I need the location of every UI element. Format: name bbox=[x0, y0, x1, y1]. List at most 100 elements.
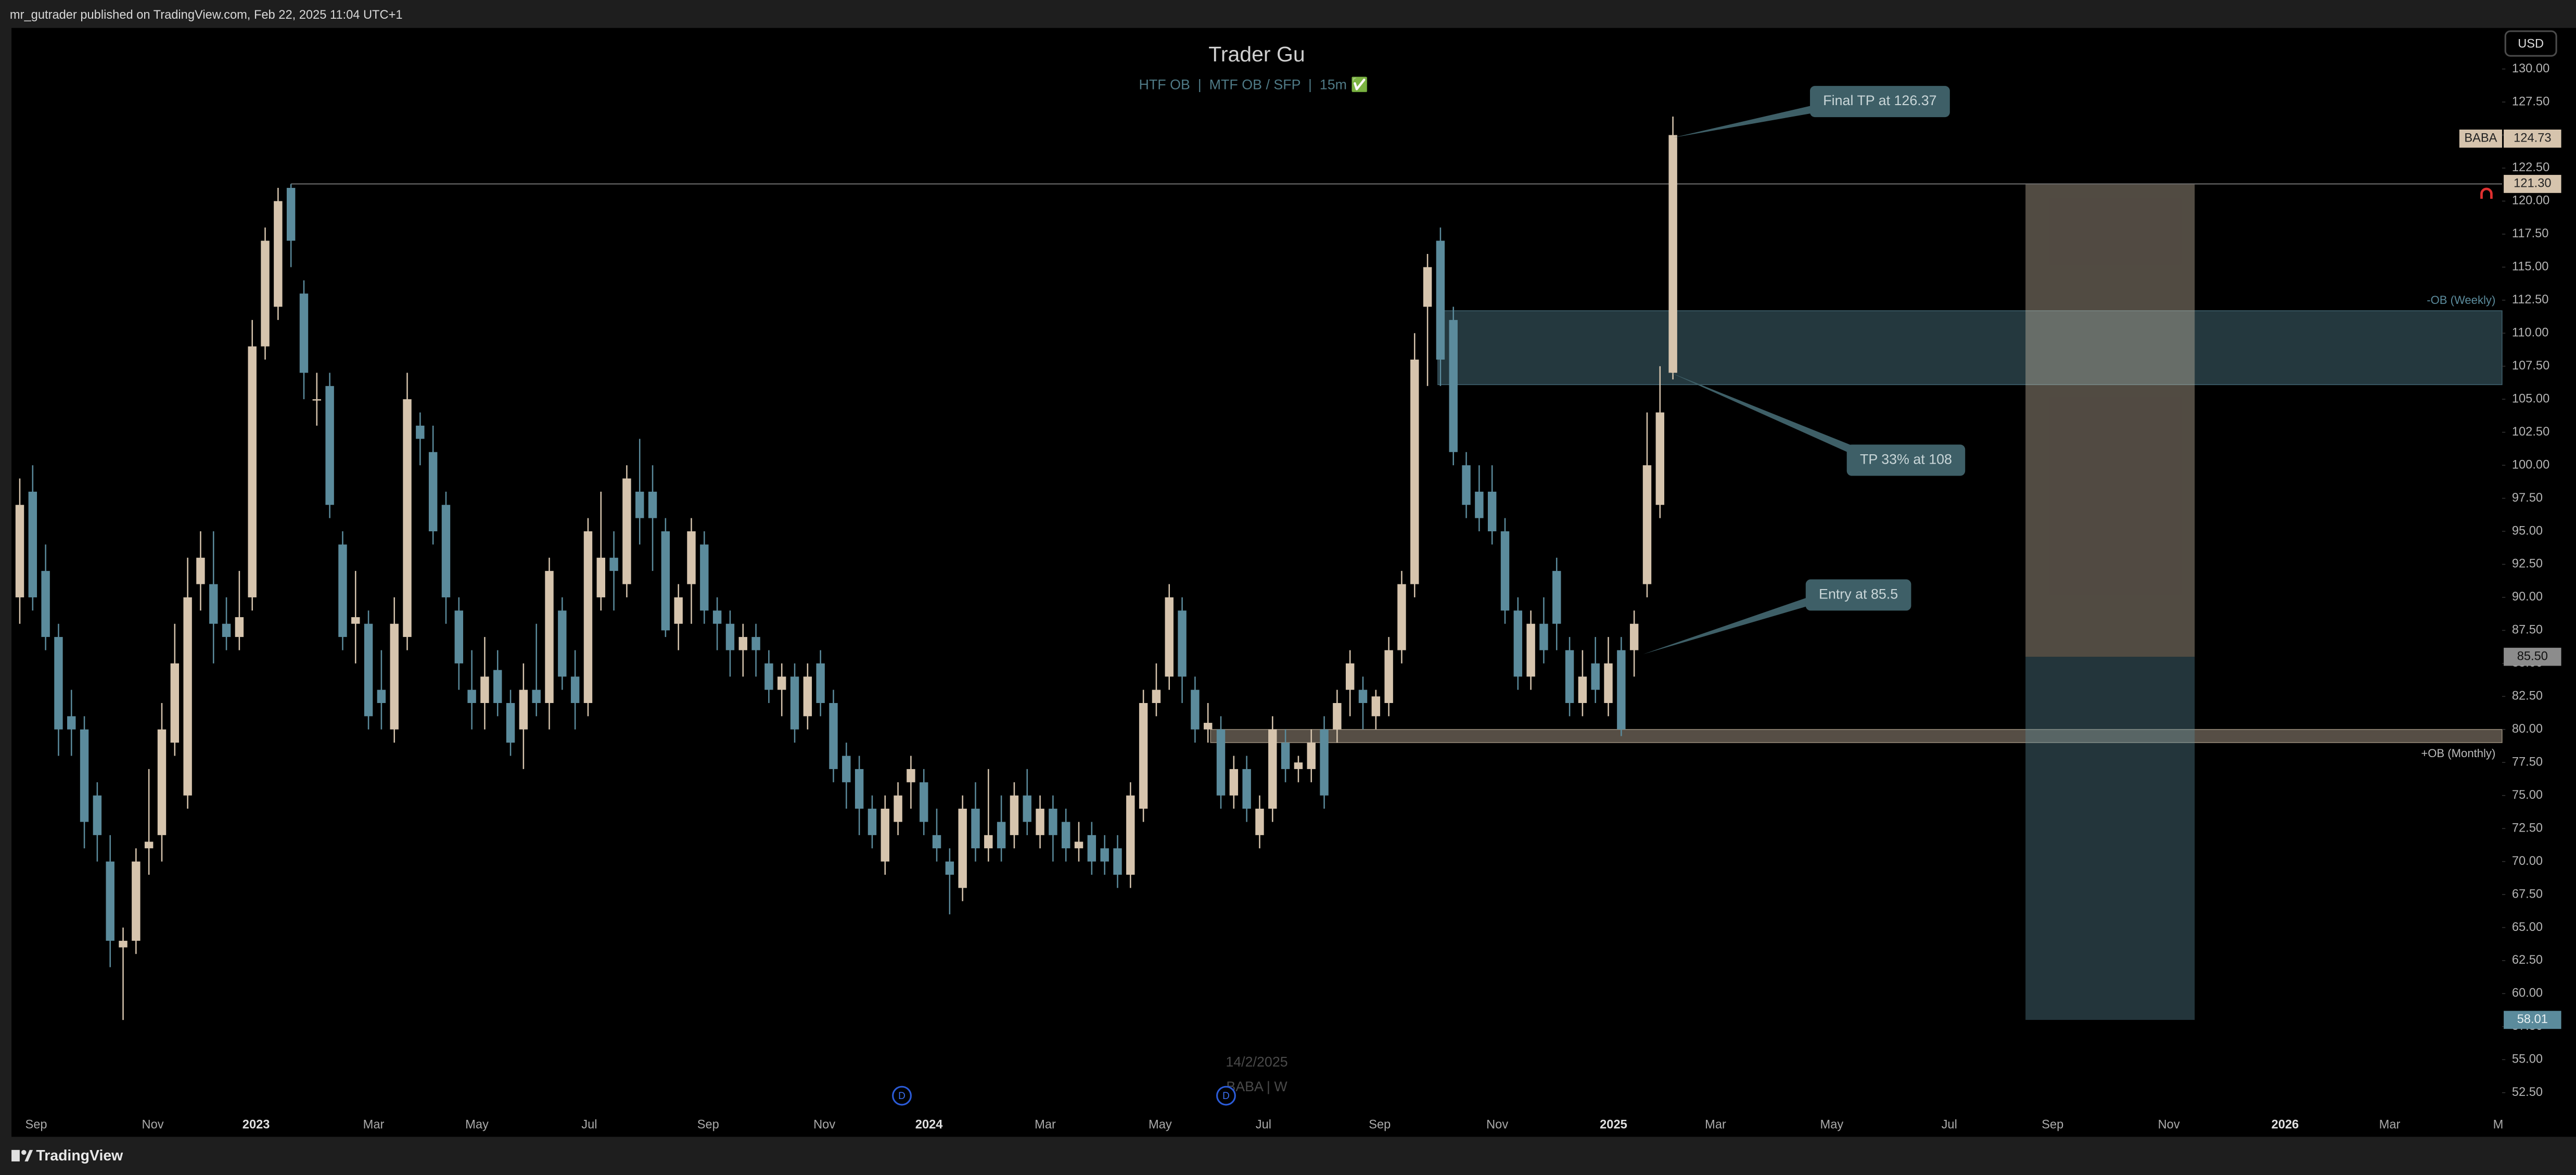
candle-body bbox=[119, 940, 127, 948]
candle-body bbox=[390, 623, 399, 730]
candle-body bbox=[583, 531, 593, 703]
candle-body bbox=[570, 676, 580, 703]
loss-zone bbox=[2025, 657, 2195, 1020]
y-tick-label: 60.00 bbox=[2512, 987, 2543, 1000]
y-tick-label: 82.50 bbox=[2512, 689, 2543, 703]
candle-body bbox=[1333, 703, 1342, 730]
candle-body bbox=[751, 637, 760, 650]
last-price: 124.73 bbox=[2514, 132, 2551, 145]
chart-subtitle: HTF OB | MTF OB / SFP | 15m ✅ bbox=[1139, 76, 1368, 92]
candle-body bbox=[1139, 703, 1148, 809]
publisher: mr_gutrader published on TradingView.com… bbox=[10, 8, 403, 22]
candle-body bbox=[596, 557, 605, 597]
currency[interactable]: USD bbox=[2518, 37, 2544, 50]
y-tick-label: 120.00 bbox=[2512, 194, 2549, 208]
y-tick-label: 70.00 bbox=[2512, 854, 2543, 868]
y-tick-label: 75.00 bbox=[2512, 788, 2543, 802]
candle-body bbox=[67, 716, 76, 730]
x-tick-label: Jul bbox=[581, 1118, 597, 1132]
y-tick-label: 62.50 bbox=[2512, 953, 2543, 967]
candle-body bbox=[1642, 465, 1652, 584]
event-marker[interactable] bbox=[892, 1085, 912, 1106]
candle-body bbox=[1629, 623, 1639, 650]
candle-body bbox=[1371, 696, 1381, 717]
plot-area bbox=[11, 28, 2576, 1137]
y-tick-label: 117.50 bbox=[2512, 227, 2549, 240]
candle-body bbox=[196, 557, 205, 584]
candle-body bbox=[132, 861, 141, 941]
candle-body bbox=[364, 623, 373, 717]
candle-body bbox=[1320, 729, 1329, 796]
candle-body bbox=[506, 703, 515, 743]
candle-body bbox=[1462, 465, 1471, 505]
candle-body bbox=[1617, 650, 1626, 730]
candle-body bbox=[377, 689, 386, 703]
candle-body bbox=[1087, 835, 1096, 862]
watermark-symbol: BABA | W bbox=[1226, 1079, 1287, 1094]
candle-body bbox=[1475, 491, 1484, 518]
candle-body bbox=[1552, 571, 1561, 624]
x-tick-label: Sep bbox=[2042, 1118, 2063, 1132]
event-marker[interactable] bbox=[1216, 1085, 1236, 1106]
candle-body bbox=[325, 386, 334, 505]
candle-body bbox=[687, 531, 696, 584]
candle-body bbox=[920, 782, 928, 822]
candle-body bbox=[1062, 822, 1070, 849]
currency-button[interactable] bbox=[2504, 30, 2557, 57]
candle-body bbox=[480, 676, 489, 703]
candle-body bbox=[80, 729, 89, 822]
y-tick-label: 107.50 bbox=[2512, 359, 2549, 373]
x-tick-label: 2025 bbox=[1600, 1118, 1627, 1132]
x-tick-label: Mar bbox=[2379, 1118, 2401, 1132]
callout-text: Final TP at 126.37 bbox=[1823, 93, 1936, 108]
x-tick-label: May bbox=[1149, 1118, 1172, 1132]
candle-body bbox=[467, 689, 476, 703]
candle-body bbox=[209, 584, 218, 624]
candle-body bbox=[1384, 650, 1393, 703]
candle-body bbox=[1655, 412, 1665, 505]
candle-body bbox=[1036, 809, 1044, 835]
candle-body bbox=[286, 188, 296, 241]
candle-body bbox=[1268, 729, 1277, 809]
x-tick-label: 2024 bbox=[915, 1118, 943, 1132]
callout-text: TP 33% at 108 bbox=[1860, 451, 1952, 467]
event-label[interactable]: D bbox=[898, 1091, 906, 1102]
candle-body bbox=[1178, 610, 1187, 677]
y-tick-label: 67.50 bbox=[2512, 887, 2543, 901]
y-tick-label: 115.00 bbox=[2512, 260, 2549, 274]
candle-body bbox=[1565, 650, 1574, 703]
order-block-zone bbox=[1210, 729, 2503, 743]
candle-body bbox=[416, 425, 425, 439]
candle-body bbox=[829, 703, 838, 769]
candle-body bbox=[1436, 240, 1445, 360]
candle-body bbox=[712, 610, 722, 624]
event-label[interactable]: D bbox=[1222, 1091, 1230, 1102]
candle-body bbox=[1191, 689, 1200, 730]
candle-body bbox=[28, 491, 37, 597]
magnet-icon[interactable] bbox=[2480, 187, 2493, 199]
y-tick-label: 65.00 bbox=[2512, 921, 2543, 934]
callout-text: Entry at 85.5 bbox=[1819, 586, 1898, 602]
y-tick-label: 110.00 bbox=[2512, 326, 2549, 340]
candle-body bbox=[1023, 795, 1031, 822]
candle-body bbox=[842, 756, 851, 783]
candle-body bbox=[1487, 491, 1497, 532]
callout-box bbox=[1810, 86, 1950, 118]
x-tick-label: May bbox=[465, 1118, 489, 1132]
y-tick-label: 97.50 bbox=[2512, 491, 2543, 505]
entry-price: 85.50 bbox=[2517, 649, 2548, 663]
candle-body bbox=[984, 835, 993, 849]
candle-body bbox=[997, 822, 1006, 849]
x-tick-label: Mar bbox=[1035, 1118, 1056, 1132]
candle-body bbox=[1255, 809, 1264, 835]
candle-body bbox=[261, 240, 270, 347]
candle-body bbox=[54, 637, 63, 730]
candle-body bbox=[725, 623, 735, 650]
x-tick-label: 2026 bbox=[2272, 1118, 2299, 1132]
candle-body bbox=[93, 795, 102, 835]
y-tick-label: 105.00 bbox=[2512, 392, 2549, 405]
brand: TradingView bbox=[36, 1147, 123, 1164]
candle-body bbox=[907, 769, 915, 783]
candle-body bbox=[1242, 769, 1251, 809]
